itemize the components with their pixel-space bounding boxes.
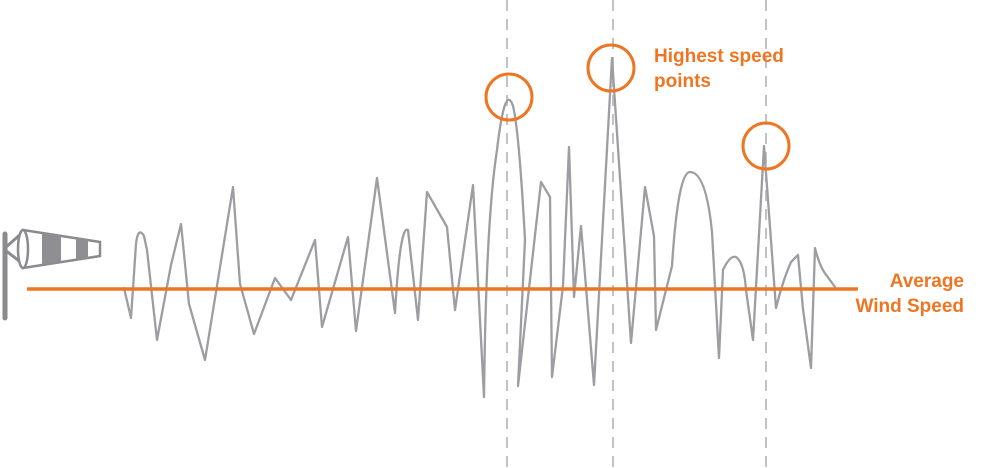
average-label-line-1: Average [855, 269, 964, 294]
wind-speed-signal [124, 58, 835, 397]
average-label-line-2: Wind Speed [855, 294, 964, 319]
highest-speed-points-label: Highest speed points [654, 44, 784, 94]
highest-speed-label-line-2: points [654, 69, 784, 94]
windsock-icon [5, 230, 100, 318]
average-wind-speed-label: Average Wind Speed [855, 269, 964, 319]
peak-marker-circle-1 [486, 74, 532, 120]
highest-speed-label-line-1: Highest speed [654, 44, 784, 69]
